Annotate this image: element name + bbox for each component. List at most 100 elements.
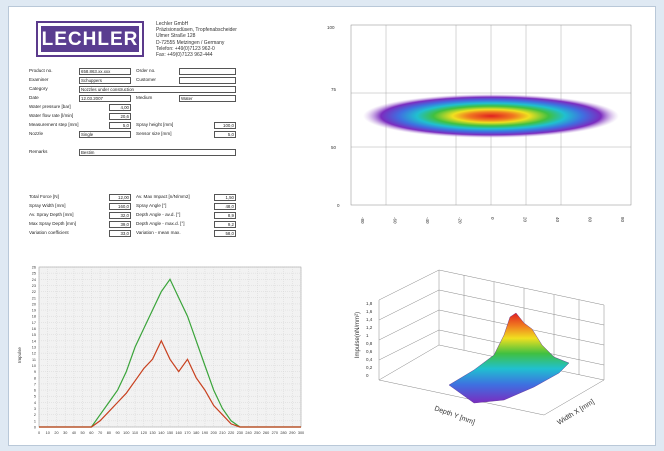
heatmap-blob [363, 94, 619, 138]
heatmap-y-tick: 50 [331, 145, 337, 150]
y-tick-label: 2 [34, 413, 36, 417]
x-tick-label: 270 [272, 431, 278, 435]
label-product-no: Product no. [29, 68, 53, 73]
label-order-no: Order no. [136, 68, 156, 73]
heatmap-y-tick: 100 [327, 25, 335, 30]
field-examiner: Schuppers [79, 77, 131, 84]
heatmap-x-ticks: -80 -60 -40 -20 0 20 40 60 80 [360, 217, 625, 224]
heatmap-x-tick: 40 [555, 217, 560, 223]
y-tick-label: 12 [32, 352, 36, 356]
label-total-force: Total Force [N] [29, 194, 59, 199]
label-category: Category [29, 86, 48, 91]
surface-depth-label: Depth Y [mm] [433, 405, 475, 426]
y-tick-label: 0 [34, 426, 36, 430]
z-tick: 1,2 [366, 325, 373, 330]
y-tick-label: 8 [34, 376, 36, 380]
heatmap-x-tick: 0 [490, 217, 495, 220]
field-spray-angle: 48,0 [214, 203, 236, 210]
y-tick-label: 20 [32, 302, 36, 306]
field-depth-angle-max: 9,2 [214, 221, 236, 228]
z-tick: 1 [366, 333, 369, 338]
z-tick: 1,4 [366, 317, 373, 322]
y-tick-label: 24 [32, 278, 36, 282]
x-tick-label: 280 [280, 431, 286, 435]
label-max-spray-depth: Max Spray Depth [mm] [29, 221, 76, 226]
label-variation-mean-max: Variation - mean max. [136, 230, 181, 235]
heatmap-x-tick: -20 [458, 217, 463, 224]
y-tick-label: 10 [32, 364, 36, 368]
field-product-no: 658.863.xx.xxx [79, 68, 131, 75]
x-tick-label: 160 [176, 431, 182, 435]
company-logo: LECHLER [36, 21, 144, 57]
z-tick: 0,4 [366, 357, 373, 362]
x-tick-label: 170 [184, 431, 190, 435]
heatmap-x-tick: -80 [360, 217, 365, 224]
x-tick-label: 70 [98, 431, 102, 435]
label-medium: Medium [136, 95, 153, 100]
y-tick-label: 18 [32, 315, 36, 319]
field-remarks: Bestim [79, 149, 236, 156]
field-order-no [179, 68, 236, 75]
field-water-flow: 20,6 [109, 113, 131, 120]
label-examiner: Examiner [29, 77, 49, 82]
label-spray-height: Spray height [mm] [136, 122, 174, 127]
company-line: D-72555 Metzingen / Germany [156, 39, 225, 46]
y-tick-label: 5 [34, 395, 36, 399]
info-form: Product no. 658.863.xx.xxx Order no. Exa… [29, 67, 239, 187]
z-axis-ticks: 1,8 1,6 1,4 1,2 1 0,8 0,6 0,4 0,2 0 [366, 301, 373, 378]
field-date: 12.03.2007 [79, 95, 131, 102]
heatmap-x-tick: -60 [393, 217, 398, 224]
x-tick-label: 90 [115, 431, 119, 435]
impulse-line-chart: Impulse 0 10 20 30 40 50 60 70 80 90 100 110 120 130 1… [17, 266, 304, 436]
x-tick-label: 210 [219, 431, 225, 435]
x-tick-label: 110 [132, 431, 138, 435]
field-sensor-size: 5,0 [214, 131, 236, 138]
field-customer [179, 77, 236, 84]
label-av-spray-depth: Av. Spray Depth [mm] [29, 212, 74, 217]
x-tick-label: 30 [63, 431, 67, 435]
z-tick: 0,8 [366, 341, 373, 346]
x-tick-label: 130 [149, 431, 155, 435]
label-spray-width: Spray Width [mm] [29, 203, 66, 208]
label-variation-coef: Variation coefficient [29, 230, 69, 235]
label-spray-angle: Spray Angle [°] [136, 203, 167, 208]
field-water-pressure: 4,00 [109, 104, 131, 111]
field-spray-height: 100,0 [214, 122, 236, 129]
y-tick-label: 17 [32, 321, 36, 325]
x-tick-label: 140 [158, 431, 164, 435]
company-line: Lechler GmbH [156, 21, 189, 27]
y-tick-label: 11 [32, 358, 36, 362]
field-max-spray-depth: 39,0 [109, 221, 131, 228]
z-tick: 0,6 [366, 349, 373, 354]
surface-width-label: Width X [mm] [556, 398, 595, 426]
y-tick-label: 7 [34, 382, 36, 386]
y-tick-label: 4 [34, 401, 36, 405]
heatmap-x-tick: 80 [620, 217, 625, 223]
y-tick-label: 3 [34, 407, 36, 411]
field-nozzle: Single [79, 131, 131, 138]
x-tick-label: 180 [193, 431, 199, 435]
heatmap-x-tick: 60 [588, 217, 593, 223]
y-tick-label: 6 [34, 389, 36, 393]
x-tick-label: 200 [210, 431, 216, 435]
x-tick-label: 80 [107, 431, 111, 435]
results-block: Total Force [N] 12,00 Av. Max Impact [n/… [29, 193, 239, 249]
y-tick-label: 21 [32, 296, 36, 300]
company-line: Ulmer Straße 128 [156, 33, 196, 40]
heatmap-y-tick: 0 [337, 203, 340, 208]
y-tick-label: 19 [32, 309, 36, 313]
x-tick-label: 260 [263, 431, 269, 435]
field-variation-coef: 33,0 [109, 230, 131, 237]
x-tick-label: 60 [89, 431, 93, 435]
heatmap-x-tick: -40 [425, 217, 430, 224]
spray-heatmap: 100 75 50 0 -80 -60 -40 -20 0 20 40 60 80 [327, 24, 632, 224]
label-av-max-impact: Av. Max Impact [n/N/mm2] [136, 194, 190, 199]
x-tick-label: 190 [202, 431, 208, 435]
y-tick-label: 16 [32, 327, 36, 331]
field-variation-mean-max: 58,0 [214, 230, 236, 237]
heatmap-y-tick: 75 [331, 87, 337, 92]
x-tick-label: 150 [167, 431, 173, 435]
field-spray-width: 160,0 [109, 203, 131, 210]
x-tick-label: 0 [38, 431, 40, 435]
y-tick-label: 26 [32, 266, 36, 270]
